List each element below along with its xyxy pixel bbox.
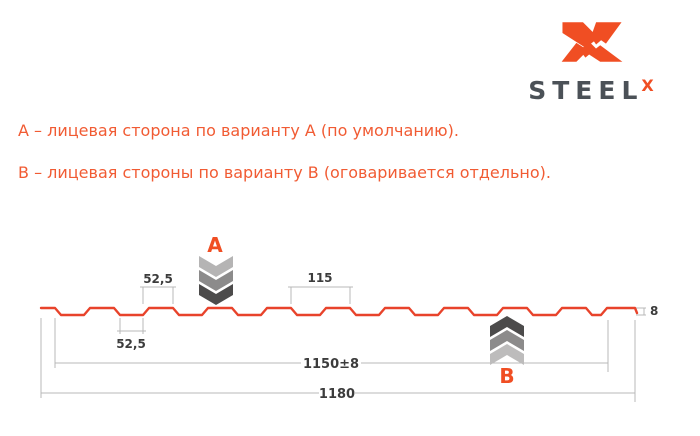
logo-arm-bottom-right [588, 45, 623, 62]
dim-useful-width: 1150±8 [303, 357, 359, 372]
logo-chain-link-upper [590, 28, 607, 45]
marker-b-label: B [499, 364, 514, 388]
dim-rib-pitch: 115 [307, 271, 332, 285]
chevron-down-icon [199, 270, 233, 291]
dim-top-flange: 52,5 [143, 272, 173, 286]
dim-bottom-flange: 52,5 [116, 337, 146, 351]
steelx-logo: STEELX [502, 10, 682, 103]
brand-text: STEEL [528, 76, 644, 105]
brand-wordmark: STEELX [502, 76, 682, 105]
chevron-up-icon [490, 330, 524, 351]
marker-a-label: A [207, 233, 223, 257]
sheet-profile-outline [39, 306, 639, 317]
dimension-lines [40, 286, 646, 402]
variant-a-marker: A [199, 233, 233, 305]
variant-b-marker: B [490, 316, 524, 388]
brand-x-suffix: X [641, 76, 654, 95]
note-variant-b: B – лицевая стороны по варианту B (огова… [18, 163, 551, 182]
chevron-down-icon [199, 256, 233, 277]
note-variant-a: A – лицевая сторона по варианту A (по ум… [18, 121, 459, 140]
chevron-down-icon [199, 284, 233, 305]
steelx-logo-icon [561, 22, 623, 62]
logo-arm-bottom-left [561, 42, 588, 62]
chevron-up-icon [490, 316, 524, 337]
dim-profile-height: 8 [650, 304, 658, 318]
dim-full-width: 1180 [319, 387, 355, 402]
logo-arm-top-left [562, 22, 599, 48]
chevron-up-icon [490, 344, 524, 365]
